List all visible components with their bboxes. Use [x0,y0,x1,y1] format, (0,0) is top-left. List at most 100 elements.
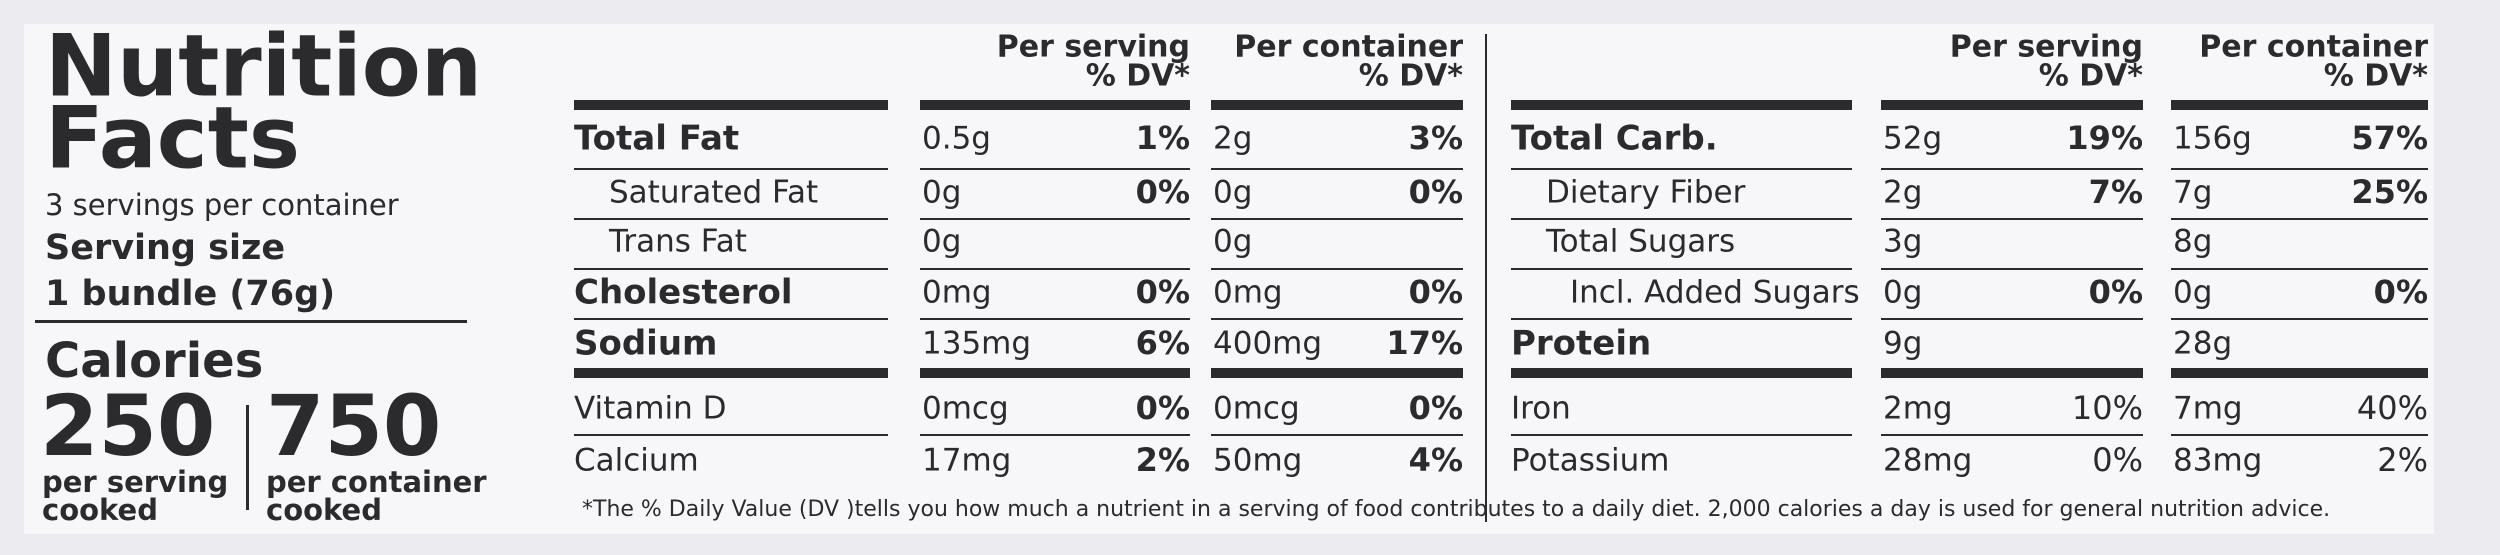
column-header: % DV* [1359,59,1464,94]
daily-value: 0% [1409,173,1463,211]
amount: 2g [1883,175,1922,211]
nutrient-name: Total Carb. [1511,119,1718,159]
rule [2171,168,2428,170]
column-header: % DV* [1086,59,1191,94]
column-header: Per serving [1950,30,2143,65]
rule [1211,318,1463,320]
amount: 0g [922,224,961,260]
daily-value: 6% [1136,324,1190,362]
amount: 0g [1213,224,1252,260]
nutrient-name: Vitamin D [574,391,726,427]
rule [1511,168,1852,170]
rule [920,100,1190,110]
nutrient-name: Incl. Added Sugars [1570,275,1860,311]
column-header: % DV* [2039,59,2144,94]
rule [920,318,1190,320]
servings: 3 servings per container [45,188,399,222]
rule [920,434,1190,436]
amount: 156g [2173,121,2252,157]
amount: 2mg [1883,391,1953,427]
calories-basis: per serving [42,465,228,499]
column-header: Per container [2199,30,2428,65]
rule [920,368,1190,378]
rule [1881,100,2143,110]
nutrient-name: Cholesterol [574,273,793,313]
rule [1211,434,1463,436]
amount: 9g [1883,326,1922,362]
rule [1881,434,2143,436]
daily-value: 0% [1136,273,1190,311]
rule [1881,318,2143,320]
rule [35,320,467,323]
amount: 400mg [1213,326,1322,362]
daily-value: 7% [2089,173,2143,211]
rule [920,268,1190,270]
serving-size: 1 bundle (76g) [45,274,335,314]
amount: 0g [1883,275,1922,311]
calories-amount: 250 [40,377,215,475]
amount: 135mg [922,326,1031,362]
rule [2171,268,2428,270]
amount: 17mg [922,443,1011,479]
amount: 0mcg [1213,391,1300,427]
calories-amount: 750 [266,377,441,475]
rule [1511,434,1852,436]
rule [2171,318,2428,320]
amount: 0g [2173,275,2212,311]
amount: 0g [1213,175,1252,211]
daily-value: 0% [1136,173,1190,211]
nutrient-name: Total Fat [574,119,739,159]
daily-value: 0% [2089,273,2143,311]
amount: 7mg [2173,391,2243,427]
nutrient-name: Iron [1511,391,1571,427]
daily-value: 10% [2072,389,2143,427]
nutrient-name: Dietary Fiber [1546,175,1746,211]
rule [1511,318,1852,320]
amount: 0mg [922,275,992,311]
rule [1511,100,1852,110]
title: Nutrition [45,16,482,116]
rule [2171,368,2428,378]
rule [1881,268,2143,270]
daily-value: 0% [1409,273,1463,311]
rule [1511,218,1852,220]
rule [574,434,888,436]
serving-size-label: Serving size [45,228,285,268]
calories-basis: per container [266,465,487,499]
rule [574,168,888,170]
rule [1511,368,1852,378]
title: Facts [45,88,300,188]
daily-value: 0% [2092,441,2143,479]
rule [1211,100,1463,110]
daily-value: 57% [2351,119,2428,157]
calories-basis: cooked [42,493,158,527]
rule [920,168,1190,170]
amount: 28g [2173,326,2232,362]
daily-value: 3% [1409,119,1463,157]
amount: 83mg [2173,443,2262,479]
nutrient-name: Trans Fat [608,224,747,260]
rule [920,218,1190,220]
daily-value: 2% [1136,441,1190,479]
rule [2171,100,2428,110]
amount: 3g [1883,224,1922,260]
rule [2171,434,2428,436]
daily-value: 4% [1409,441,1463,479]
column-header: % DV* [2324,59,2429,94]
footnote: *The % Daily Value (DV )tells you how mu… [582,497,2330,522]
rule [574,100,888,110]
calories-label: Calories [45,333,263,389]
amount: 0mcg [922,391,1009,427]
divider [246,405,249,510]
rule [1211,218,1463,220]
daily-value: 1% [1136,119,1190,157]
daily-value: 0% [1136,389,1190,427]
nutrient-name: Potassium [1511,443,1669,479]
daily-value: 19% [2066,119,2143,157]
divider [1485,34,1487,522]
nutrient-name: Total Sugars [1545,224,1735,260]
amount: 0g [922,175,961,211]
rule [1211,368,1463,378]
amount: 0.5g [922,121,991,157]
